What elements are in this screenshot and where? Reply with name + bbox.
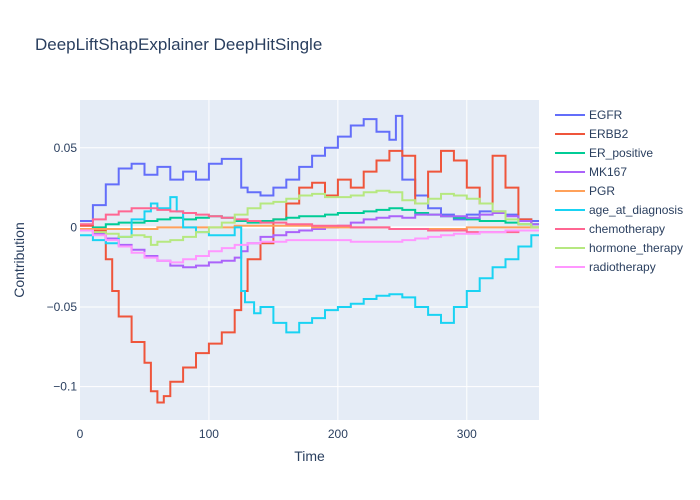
- series-layer: [80, 114, 539, 404]
- legend-item-egfr[interactable]: EGFR: [555, 108, 623, 122]
- series-line-hormone-therapy: [80, 189, 539, 246]
- x-tick-label: 100: [199, 427, 219, 441]
- legend-item-mk167[interactable]: MK167: [555, 165, 627, 179]
- legend-label: MK167: [589, 165, 627, 179]
- legend-label: PGR: [589, 184, 615, 198]
- legend-item-hormone-therapy[interactable]: hormone_therapy: [555, 241, 683, 255]
- legend-label: radiotherapy: [589, 260, 656, 274]
- series-line-er-positive: [80, 207, 539, 232]
- series-line-erbb2: [80, 149, 539, 404]
- legend-item-pgr[interactable]: PGR: [555, 184, 615, 198]
- series-line-age-at-diagnosis: [80, 196, 539, 334]
- x-axis-title: Time: [294, 448, 325, 464]
- legend-item-er-positive[interactable]: ER_positive: [555, 146, 653, 160]
- legend-item-age-at-diagnosis[interactable]: age_at_diagnosis: [555, 203, 683, 217]
- legend-item-erbb2[interactable]: ERBB2: [555, 127, 629, 141]
- series-line-chemotherapy: [80, 207, 539, 234]
- legend[interactable]: EGFR ERBB2 ER_positive MK167 PGR age_at_diagn…: [555, 108, 683, 274]
- legend-label: ERBB2: [589, 127, 629, 141]
- legend-label: EGFR: [589, 108, 623, 122]
- y-tick-label: −0.1: [53, 380, 77, 394]
- x-tick-label: 0: [77, 427, 84, 441]
- legend-label: hormone_therapy: [589, 241, 683, 255]
- legend-label: chemotherapy: [589, 222, 665, 236]
- y-tick-label: −0.05: [47, 300, 78, 314]
- legend-label: age_at_diagnosis: [589, 203, 683, 217]
- chart-title: DeepLiftShapExplainer DeepHitSingle: [35, 35, 322, 54]
- series-line-radiotherapy: [80, 229, 539, 264]
- y-axis-ticks: −0.1 −0.05 0 0.05: [47, 141, 78, 394]
- y-tick-label: 0.05: [54, 141, 78, 155]
- x-tick-label: 300: [457, 427, 477, 441]
- legend-item-radiotherapy[interactable]: radiotherapy: [555, 260, 656, 274]
- x-tick-label: 200: [328, 427, 348, 441]
- x-axis-ticks: 0 100 200 300: [77, 427, 477, 441]
- legend-label: ER_positive: [589, 146, 653, 160]
- legend-item-chemotherapy[interactable]: chemotherapy: [555, 222, 665, 236]
- gridlines: [80, 100, 539, 420]
- y-axis-title: Contribution: [11, 222, 27, 298]
- y-tick-label: 0: [70, 220, 77, 234]
